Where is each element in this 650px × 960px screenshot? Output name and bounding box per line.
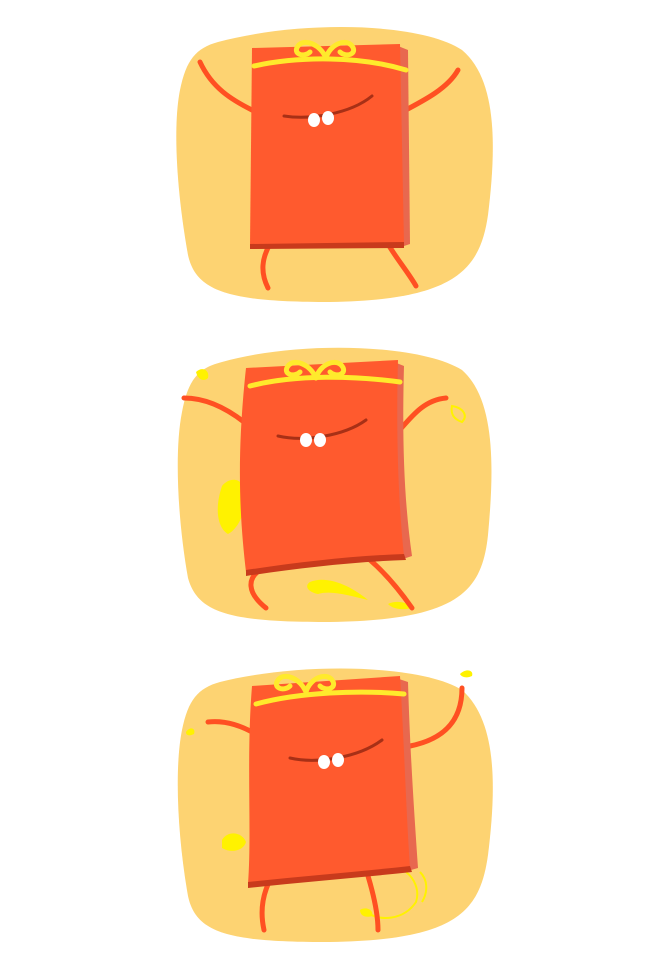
tooth-left: [300, 433, 312, 447]
left-arm: [181, 395, 247, 425]
ribbon-bow-right: [313, 360, 346, 381]
sparkle-top-right: [460, 670, 473, 678]
envelope-bottom-edge: [250, 242, 404, 249]
ribbon-band: [253, 689, 407, 707]
right-leg: [367, 557, 415, 611]
envelope-body: [239, 360, 404, 572]
left-arm: [197, 59, 255, 113]
envelope-bottom-edge: [248, 866, 412, 888]
sparkle-bottom-right-2: [419, 871, 428, 903]
ribbon-band: [251, 56, 409, 73]
red-envelope-character-icon: [177, 347, 492, 622]
tooth-left: [308, 113, 320, 127]
ribbon-band: [247, 374, 403, 389]
ribbon-bow-right: [323, 40, 356, 61]
sparkle-right: [450, 404, 466, 424]
sparkle-top-left: [196, 369, 209, 380]
sparkle-bottom: [307, 579, 368, 600]
red-envelope-character-icon: [176, 27, 493, 302]
tooth-left: [318, 755, 330, 769]
sparkle-bottom-right: [365, 871, 419, 919]
envelope-body: [248, 676, 410, 884]
sparkle-left: [222, 833, 246, 851]
sparkle-left-blob: [217, 479, 246, 534]
ribbon-bow-right: [303, 674, 336, 695]
ribbon-bow-left: [274, 674, 309, 695]
envelope-body: [250, 44, 404, 246]
sparkle-top-left: [186, 728, 195, 736]
tooth-right: [314, 433, 326, 447]
ribbon-bow-left: [284, 360, 319, 381]
frame-1: [0, 0, 650, 320]
tooth-right: [322, 111, 334, 125]
envelope-bottom-edge: [246, 554, 406, 576]
right-leg: [365, 873, 381, 933]
ribbon-bow-left: [294, 40, 329, 61]
tooth-right: [332, 753, 344, 767]
sparkle-bottom-dot: [360, 908, 373, 917]
right-arm: [407, 685, 465, 749]
frame-3: [0, 640, 650, 960]
red-envelope-character-icon: [177, 668, 493, 942]
frame-2: [0, 320, 650, 640]
